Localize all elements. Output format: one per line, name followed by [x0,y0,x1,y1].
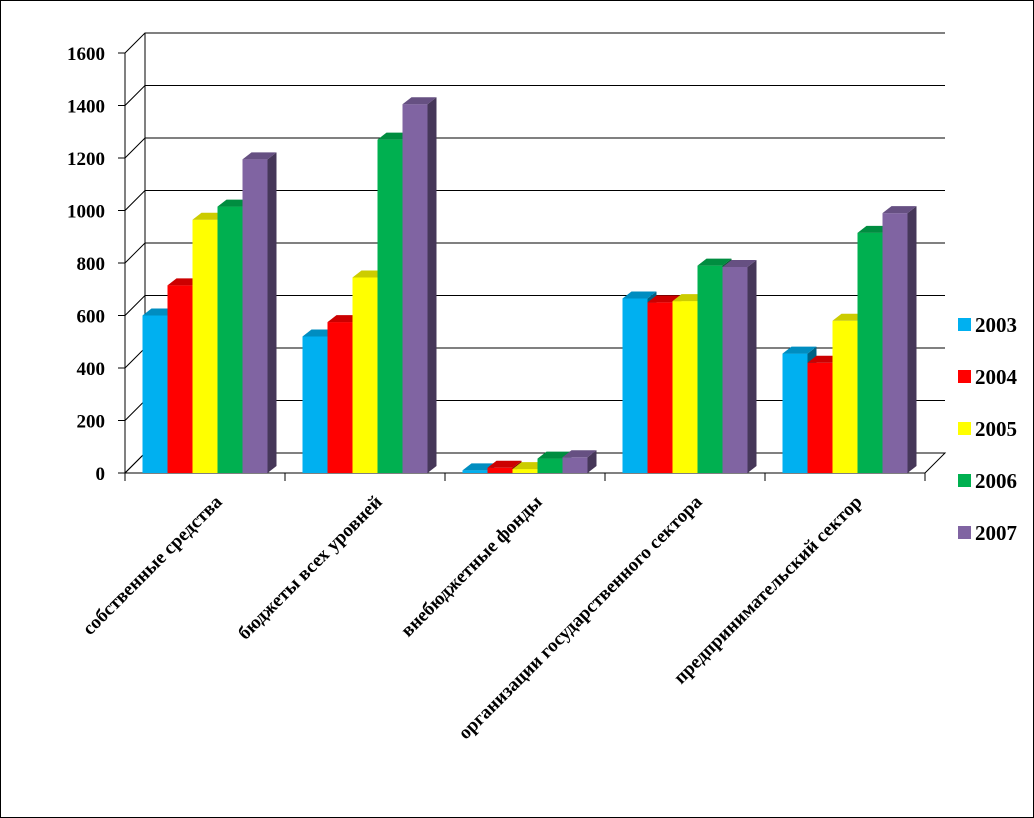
bar-front [377,139,403,473]
bar-side [427,97,437,473]
y-tick-labels: 0 200 400 600 800 1000 1200 1400 1600 [67,44,105,485]
y-tick-label: 200 [77,412,106,433]
bar-front [402,104,428,473]
bar-front [142,315,168,473]
bar-front [167,285,193,473]
gridline [124,32,945,54]
bar-top [487,460,522,468]
y-tick-label: 1600 [67,44,105,65]
bar-side [907,206,917,473]
bar-side [587,450,597,473]
bar-front [647,302,673,473]
bar-top [782,346,817,354]
legend-swatch [958,474,971,487]
legend-label: 2007 [975,521,1017,545]
bar-top [402,97,437,105]
bar [722,259,757,473]
bar-front [782,353,808,473]
bar-front [512,469,538,473]
bar-top [622,291,657,299]
bar-top [562,450,597,458]
bar-front [857,232,883,473]
bar-top [537,451,572,459]
legend-label: 2003 [975,313,1017,337]
gridline [124,190,945,211]
legend-swatch [958,422,971,435]
bar-top [697,258,732,266]
bar-top [722,259,757,267]
bar [562,450,597,473]
bars [142,97,917,473]
legend-swatch [958,370,971,383]
bar [402,97,437,473]
bar-side [747,259,757,473]
gridline [124,242,945,264]
y-tick-label: 1200 [67,149,105,170]
bar [302,329,337,473]
y-tick-label: 400 [77,359,106,380]
bar-front [562,457,588,473]
bar-top [647,295,682,303]
legend-swatch [958,526,971,539]
y-tick-label: 800 [77,254,106,275]
y-tick-label: 1400 [67,97,105,118]
y-tick-label: 0 [96,464,106,485]
bar-front [487,467,513,473]
y-tick-label: 1000 [67,202,105,223]
bar-front [882,213,908,473]
bar-front [622,298,648,473]
legend-label: 2004 [975,365,1018,389]
bar-side [267,152,277,473]
bar-front [807,362,833,473]
bar-front [697,265,723,473]
bar-front [352,277,378,473]
bar-front [722,266,748,473]
bar-front [672,301,698,473]
bar-top [242,152,277,160]
bar-front [537,458,563,473]
bar-front [327,322,353,473]
bar-front [242,159,268,473]
gridline [124,137,945,159]
bar [882,206,917,473]
legend: 2003 2004 2005 2006 2007 [958,313,1018,545]
bar [242,152,277,473]
legend-label: 2006 [975,469,1017,493]
gridline [124,85,945,106]
bar-front [192,219,218,473]
legend-swatch [958,318,971,331]
y-tick-label: 600 [77,307,106,328]
legend-label: 2005 [975,417,1017,441]
bar-front [302,336,328,473]
bar-front [462,470,488,473]
bar-top [882,206,917,214]
bar-front [832,320,858,473]
bar-front [217,206,243,473]
